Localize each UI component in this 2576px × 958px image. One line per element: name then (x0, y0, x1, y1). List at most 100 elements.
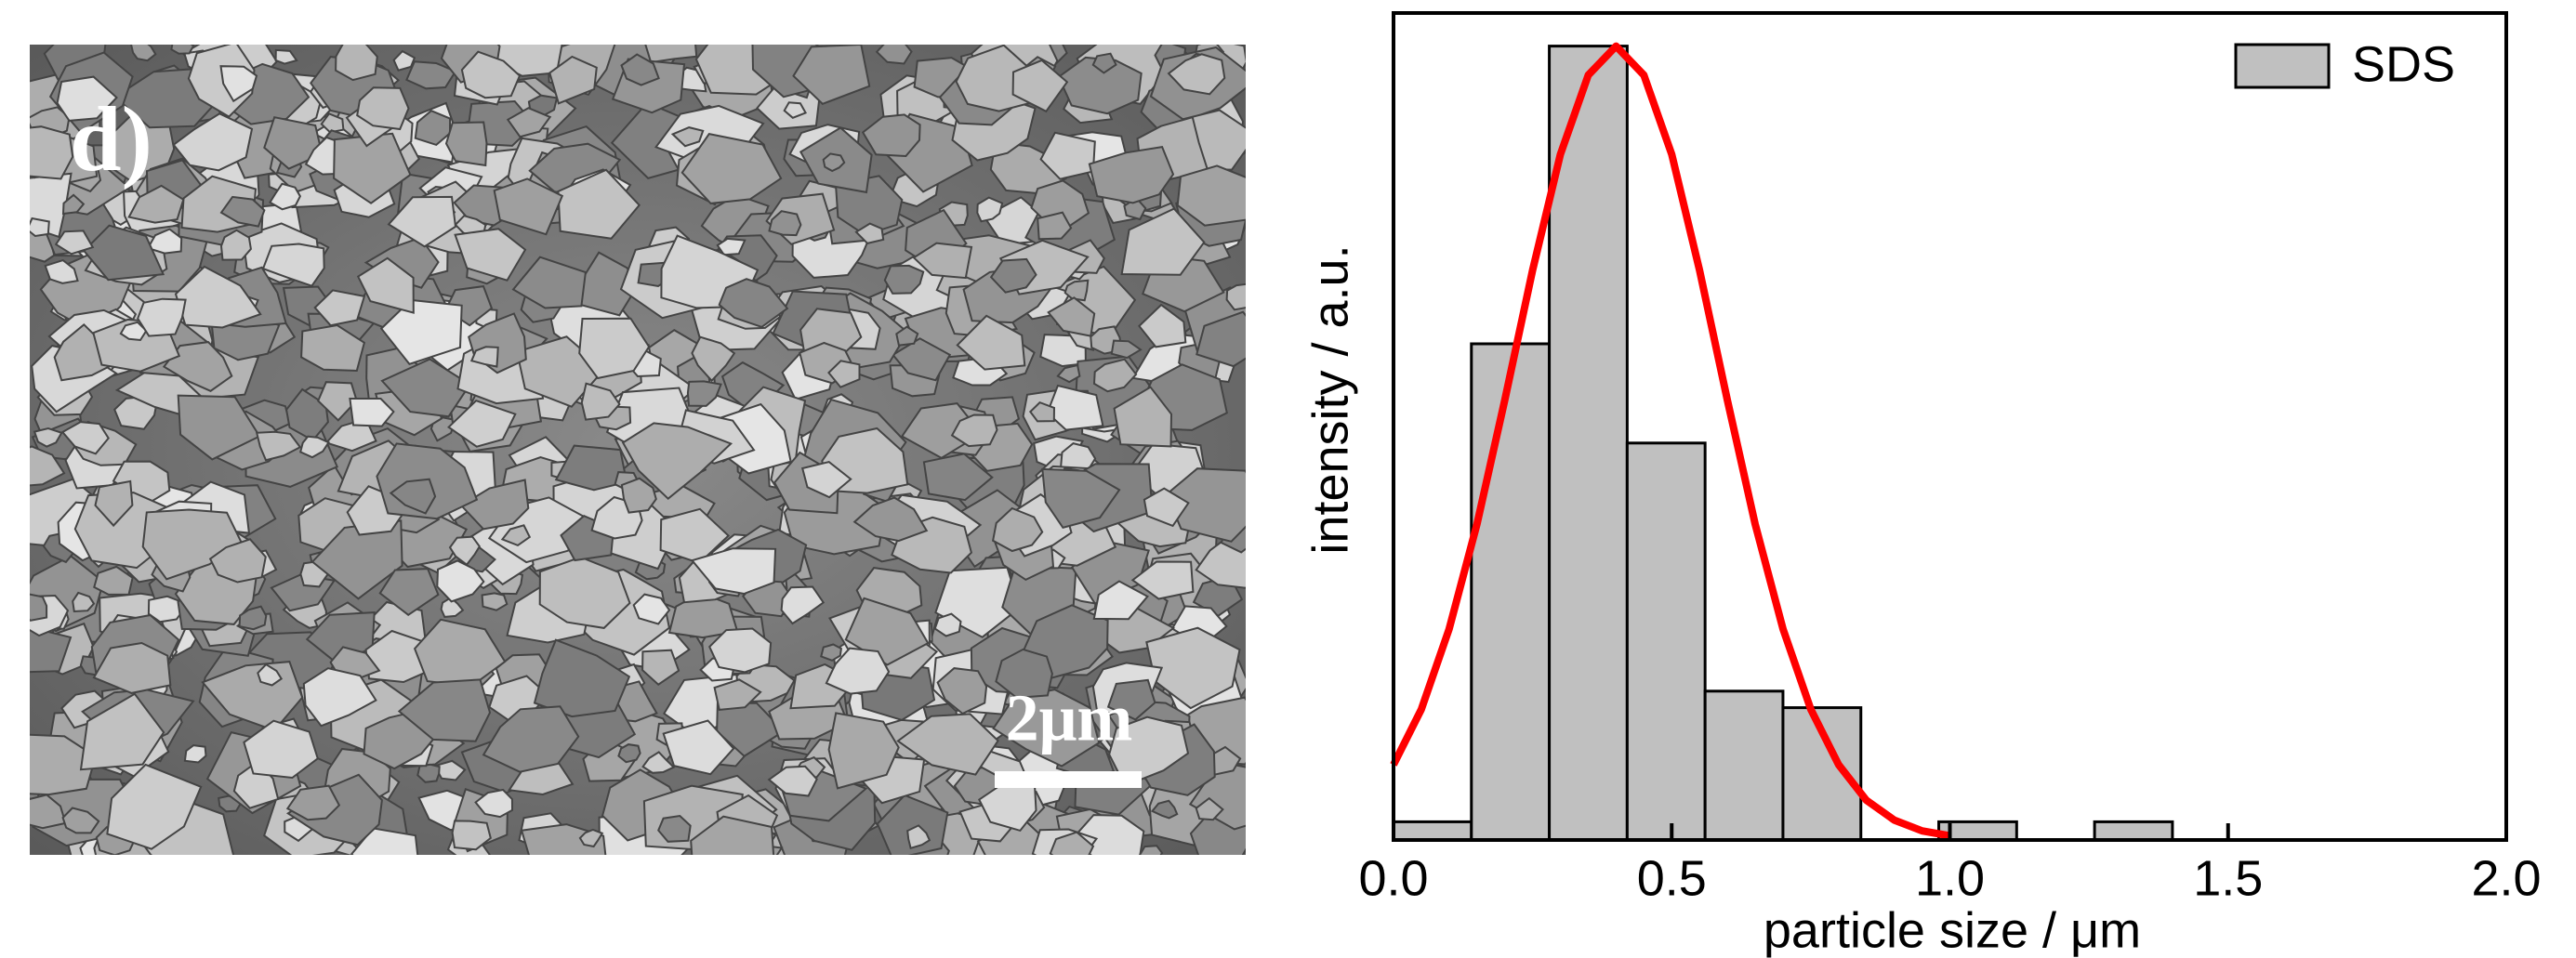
particle (1225, 282, 1246, 311)
particle (94, 479, 134, 528)
particle (1028, 400, 1056, 423)
particle (413, 618, 507, 688)
particle (447, 400, 517, 448)
particle (780, 585, 826, 625)
particle (506, 107, 552, 138)
particle (320, 112, 345, 134)
fit-curve (1390, 42, 1951, 840)
particle (578, 828, 604, 848)
particle (162, 341, 233, 392)
particle (1046, 384, 1104, 431)
particle (844, 597, 930, 666)
particle (690, 815, 775, 855)
particle (1143, 487, 1190, 528)
particle (1195, 796, 1224, 821)
particle (183, 744, 207, 764)
particle (827, 360, 861, 388)
particle (387, 195, 457, 248)
scale-bar (995, 771, 1142, 788)
particle (1138, 845, 1164, 855)
scale-bar-label: 2μm (1006, 681, 1133, 755)
particle (827, 712, 900, 790)
particle (127, 184, 185, 224)
particle (137, 297, 187, 337)
particle (1196, 310, 1246, 368)
particle (451, 820, 492, 851)
particle (54, 230, 95, 256)
particle (141, 508, 244, 581)
particle (380, 358, 471, 418)
particle (119, 321, 148, 342)
particle (1049, 831, 1095, 855)
particle (1167, 53, 1226, 96)
particle (72, 591, 96, 613)
particle (349, 398, 395, 427)
particle (1047, 296, 1096, 337)
particle (632, 593, 671, 625)
particle (61, 807, 100, 834)
particle (783, 101, 808, 119)
particle (662, 719, 735, 776)
particle (1037, 211, 1073, 241)
particle (680, 132, 783, 204)
particle (302, 667, 377, 728)
particle (30, 125, 74, 180)
particle (922, 453, 994, 502)
particle (1092, 580, 1149, 621)
x-tick-label: 0.0 (1358, 850, 1428, 906)
particle (895, 325, 919, 347)
bar (1470, 342, 1552, 842)
particle (261, 243, 325, 287)
sem-image (30, 45, 1246, 855)
particle (1113, 386, 1173, 448)
particle (285, 784, 341, 821)
particle (1150, 799, 1179, 820)
particle (56, 75, 118, 122)
particle (1063, 279, 1090, 302)
panel-label: d) (70, 87, 152, 190)
particle (557, 168, 641, 240)
particle (356, 256, 415, 314)
particle (243, 719, 319, 780)
particle (768, 210, 802, 237)
particle (900, 402, 983, 460)
particle (620, 53, 660, 86)
particle (1176, 164, 1246, 227)
x-tick-label: 0.5 (1637, 850, 1707, 906)
particle (621, 422, 733, 501)
particle (1091, 52, 1117, 74)
particle (995, 648, 1053, 700)
particle (767, 765, 818, 797)
particle (659, 507, 731, 565)
particle (1039, 131, 1096, 180)
particle (644, 45, 698, 64)
particle (991, 506, 1044, 553)
particle (875, 45, 913, 65)
particle (1041, 467, 1121, 530)
particle (172, 112, 254, 172)
particle (820, 643, 842, 662)
particle (44, 258, 79, 284)
particle (500, 524, 532, 547)
particle (481, 592, 509, 611)
particle (520, 823, 607, 855)
particle (310, 519, 403, 600)
particle (1145, 626, 1241, 710)
particle (548, 55, 598, 105)
particle (92, 641, 172, 694)
x-tick-label: 1.0 (1915, 850, 1985, 906)
particle (208, 538, 267, 584)
particle (30, 733, 97, 796)
particle (538, 556, 631, 629)
particle (448, 535, 481, 567)
particle (379, 298, 463, 365)
particle (713, 678, 762, 711)
particle (61, 193, 86, 216)
particle (825, 647, 891, 695)
particle (718, 278, 789, 329)
particle (1088, 145, 1175, 204)
particle (670, 126, 705, 148)
x-tick-label: 2.0 (2471, 850, 2541, 906)
particle (474, 788, 514, 819)
